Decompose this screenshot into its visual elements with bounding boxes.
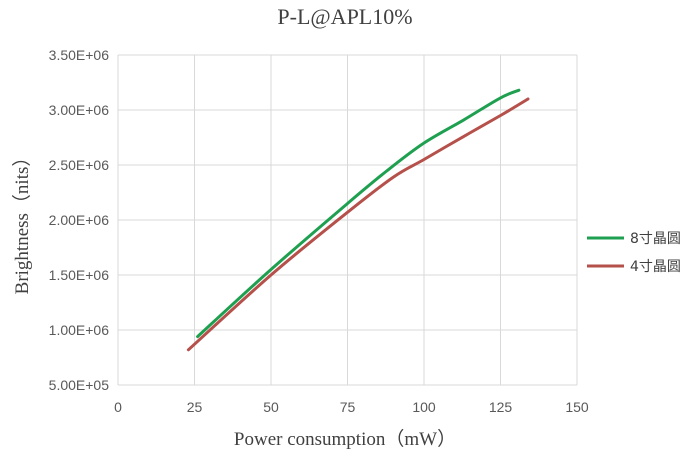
legend-label: 4寸晶圆 xyxy=(630,259,681,275)
y-tick-label: 2.00E+06 xyxy=(49,212,110,228)
series-line-2 xyxy=(186,97,530,352)
y-tick-label: 1.00E+06 xyxy=(49,322,110,338)
x-tick-label: 50 xyxy=(263,399,279,415)
legend-label: 8寸晶圆 xyxy=(630,231,681,247)
x-tick-label: 75 xyxy=(340,399,356,415)
x-tick-label: 150 xyxy=(565,399,589,415)
series-lines xyxy=(186,88,530,352)
x-tick-label: 25 xyxy=(187,399,203,415)
y-tick-label: 5.00E+05 xyxy=(49,377,110,393)
y-tick-label: 1.50E+06 xyxy=(49,267,110,283)
y-tick-label: 2.50E+06 xyxy=(49,157,110,173)
x-tick-label: 125 xyxy=(489,399,513,415)
legend: 8寸晶圆 4寸晶圆 xyxy=(587,231,681,275)
tick-labels: 5.00E+05 1.00E+06 1.50E+06 2.00E+06 2.50E+06… xyxy=(49,47,589,415)
chart-title: P-L@APL10% xyxy=(277,4,412,29)
x-axis-title: Power consumption（mW） xyxy=(234,428,456,450)
y-axis-title: Brightness（nits） xyxy=(11,148,33,295)
x-tick-label: 100 xyxy=(412,399,436,415)
x-tick-label: 0 xyxy=(114,399,122,415)
y-tick-label: 3.50E+06 xyxy=(49,47,110,63)
grid xyxy=(117,54,578,386)
series-line-1 xyxy=(196,88,521,339)
y-tick-label: 3.00E+06 xyxy=(49,102,110,118)
